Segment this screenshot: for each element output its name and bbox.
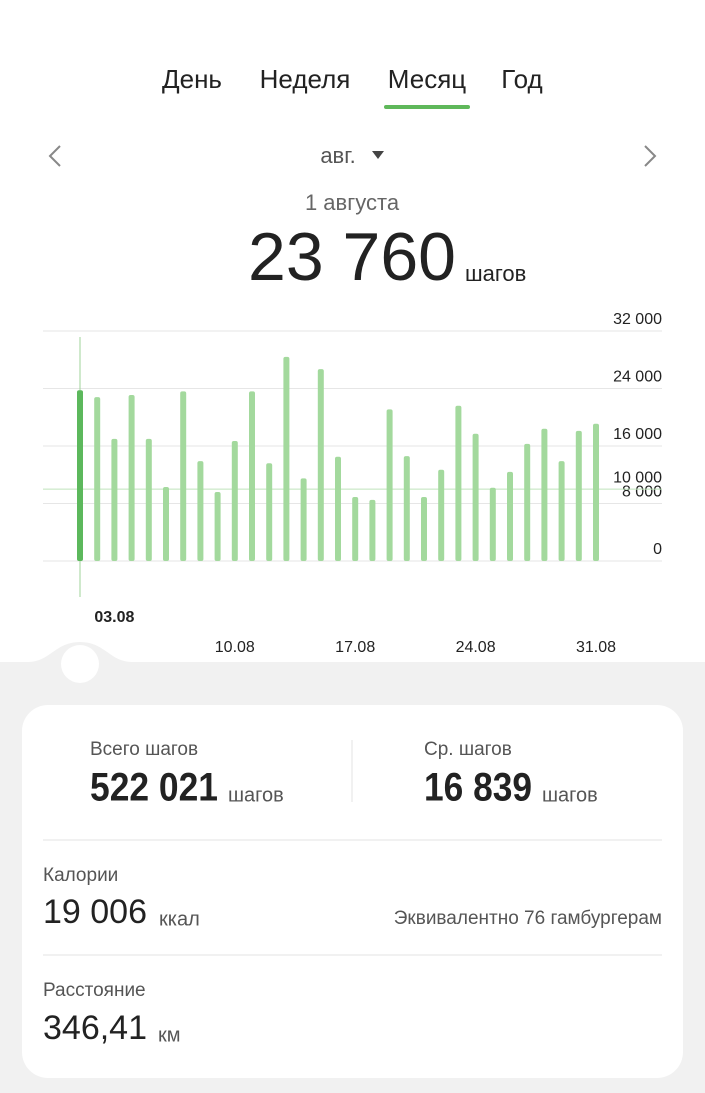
calories-unit: ккал — [159, 908, 200, 930]
prev-arrow[interactable] — [48, 145, 61, 167]
bar — [558, 461, 565, 561]
calories-note: Эквивалентно 76 гамбургерам — [394, 908, 662, 929]
bar — [507, 471, 513, 561]
tab[interactable]: День — [162, 64, 222, 94]
bar — [421, 497, 427, 561]
y-tick-label: 8 000 — [622, 484, 662, 501]
bar — [249, 391, 255, 561]
distance-unit: км — [158, 1024, 181, 1046]
bar — [283, 356, 290, 561]
bar — [593, 423, 599, 561]
selected-value: 23 760 — [248, 219, 456, 295]
average-unit: шагов — [542, 784, 598, 806]
selected-unit: шагов — [465, 261, 526, 286]
bar — [472, 433, 479, 561]
x-tick-label: 03.08 — [94, 609, 134, 626]
tab-underline — [384, 105, 470, 109]
bar — [111, 438, 118, 561]
bar — [541, 428, 548, 561]
bar — [524, 443, 531, 561]
x-tick-label: 31.08 — [576, 639, 616, 656]
tab[interactable]: Неделя — [260, 64, 351, 94]
bar — [352, 497, 359, 561]
bar — [180, 391, 187, 561]
calories-value: 19 006 — [43, 893, 147, 931]
bar — [317, 369, 324, 561]
calories-label: Калории — [43, 865, 118, 886]
distance-label: Расстояние — [43, 980, 146, 1001]
total-label: Всего шагов — [90, 739, 198, 760]
average-value: 16 839 — [424, 766, 532, 810]
y-tick-label: 16 000 — [613, 426, 662, 443]
x-tick-label: 17.08 — [335, 639, 375, 656]
bar — [438, 469, 445, 561]
goal-label: 10 000 — [613, 469, 662, 486]
bar — [77, 390, 83, 561]
bar — [403, 456, 410, 561]
y-tick-label: 24 000 — [613, 369, 662, 386]
next-arrow[interactable] — [644, 145, 657, 167]
x-tick-label: 10.08 — [215, 639, 255, 656]
bar — [575, 430, 582, 561]
selected-date: 1 августа — [305, 190, 400, 215]
bar — [163, 486, 169, 561]
total-value: 522 021 — [90, 766, 218, 810]
total-unit: шагов — [228, 784, 284, 806]
x-tick-label: 24.08 — [456, 639, 496, 656]
period[interactable]: авг. — [320, 143, 355, 168]
bar — [300, 478, 307, 561]
selection-knob[interactable] — [61, 645, 99, 683]
bar — [128, 394, 135, 561]
average-label: Ср. шагов — [424, 739, 512, 760]
bar — [489, 487, 496, 561]
period-dropdown[interactable] — [372, 151, 384, 159]
bar — [214, 492, 221, 561]
bar — [455, 405, 462, 561]
bar — [266, 463, 273, 561]
bar — [369, 499, 376, 561]
distance-value: 346,41 — [43, 1009, 147, 1047]
tab[interactable]: Месяц — [388, 64, 466, 94]
y-tick-label: 0 — [653, 541, 662, 558]
tab[interactable]: Год — [501, 64, 542, 94]
summary-card — [22, 705, 683, 1078]
bar — [335, 456, 341, 561]
bar — [94, 397, 101, 561]
y-tick-label: 32 000 — [613, 311, 662, 328]
bar — [197, 461, 204, 561]
bar — [145, 438, 152, 561]
bar — [386, 409, 393, 561]
bar — [231, 440, 238, 561]
